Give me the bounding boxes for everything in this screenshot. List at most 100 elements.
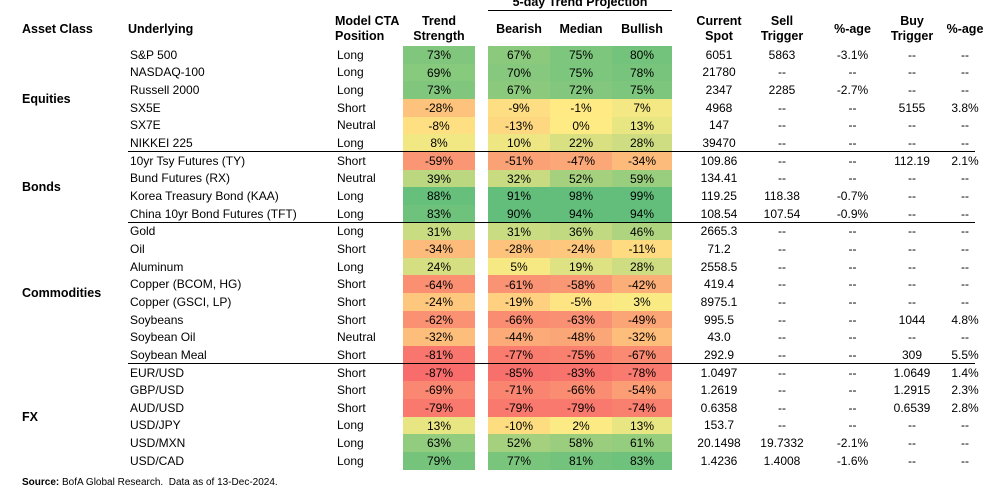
heat-cell: -28% xyxy=(488,240,550,259)
value-cell: -- xyxy=(778,65,786,80)
heat-cell: -87% xyxy=(403,363,475,382)
heat-cell: -34% xyxy=(612,151,672,171)
heat-cell: -77% xyxy=(488,346,550,365)
column-header: %-age xyxy=(946,21,984,36)
heat-cell: -54% xyxy=(612,381,672,400)
heat-cell: 90% xyxy=(488,204,550,223)
heat-cell: -48% xyxy=(550,328,612,347)
source-label: Source: xyxy=(22,476,60,488)
value-cell: -- xyxy=(778,400,786,415)
value-cell: -- xyxy=(961,277,969,292)
heat-cell: -9% xyxy=(488,98,550,118)
heat-cell: 98% xyxy=(550,187,612,206)
value-cell: -- xyxy=(961,294,969,309)
value-cell: -- xyxy=(848,171,857,186)
value-cell: -- xyxy=(848,383,857,398)
value-cell: 107.54 xyxy=(763,206,801,221)
value-cell: -- xyxy=(961,453,969,468)
heat-cell: -24% xyxy=(403,293,475,312)
heat-cell: 67% xyxy=(488,81,550,100)
position: Long xyxy=(337,136,364,151)
heat-cell: -19% xyxy=(488,293,550,312)
value-cell: -- xyxy=(908,136,916,151)
value-cell: 4968 xyxy=(705,100,733,115)
column-header: Current Spot xyxy=(696,14,742,43)
asset-class: FX xyxy=(22,409,38,424)
underlying: USD/JPY xyxy=(130,418,181,433)
heat-cell: -61% xyxy=(488,275,550,294)
heat-cell: -62% xyxy=(403,310,475,329)
value-cell: 108.54 xyxy=(700,206,738,221)
heat-cell: -51% xyxy=(488,151,550,171)
column-header: Bearish xyxy=(496,21,542,36)
value-cell: 2.3% xyxy=(951,383,979,398)
heat-cell: 28% xyxy=(612,134,672,153)
underlying: China 10yr Bond Futures (TFT) xyxy=(130,206,297,221)
heat-cell: 24% xyxy=(403,257,475,276)
underlying: S&P 500 xyxy=(130,47,178,62)
value-cell: -0.7% xyxy=(836,189,869,203)
heat-cell: -49% xyxy=(612,310,672,329)
heat-cell: 46% xyxy=(612,222,672,241)
value-cell: 4.8% xyxy=(951,312,979,327)
position: Long xyxy=(337,453,364,468)
value-cell: -- xyxy=(961,47,969,62)
value-cell: -- xyxy=(848,224,857,239)
position: Long xyxy=(337,83,364,98)
heat-cell: -78% xyxy=(612,363,672,382)
value-cell: -- xyxy=(848,153,857,168)
underlying: SX5E xyxy=(130,100,161,115)
value-cell: -- xyxy=(908,418,916,433)
value-cell: 1.4008 xyxy=(763,453,801,468)
value-cell: -- xyxy=(778,153,786,168)
value-cell: 1.2619 xyxy=(700,383,738,398)
heat-cell: -1% xyxy=(550,98,612,118)
value-cell: 1.4% xyxy=(951,365,979,380)
position: Long xyxy=(337,47,364,62)
position: Short xyxy=(337,277,366,292)
value-cell: -- xyxy=(848,259,857,274)
value-cell: -- xyxy=(961,65,969,80)
value-cell: -- xyxy=(908,83,916,98)
value-cell: -- xyxy=(848,136,857,151)
source: Source: BofA Global Research. Data as of… xyxy=(22,475,278,489)
value-cell: -1.6% xyxy=(836,453,869,468)
heat-cell: -5% xyxy=(550,293,612,312)
value-cell: -- xyxy=(908,65,916,80)
value-cell: -- xyxy=(848,241,857,256)
heat-cell: 78% xyxy=(612,63,672,82)
value-cell: 8975.1 xyxy=(700,294,738,309)
value-cell: 112.19 xyxy=(894,153,930,168)
heat-cell: -32% xyxy=(403,328,475,347)
heat-cell: 8% xyxy=(403,134,475,153)
value-cell: 0.6539 xyxy=(893,400,931,415)
heat-cell: -28% xyxy=(403,98,475,118)
heat-cell: 58% xyxy=(550,434,612,453)
column-header: Buy Trigger xyxy=(890,14,934,43)
heat-cell: 73% xyxy=(403,81,475,100)
value-cell: -- xyxy=(778,330,786,345)
heat-cell: 32% xyxy=(488,169,550,188)
value-cell: 2347 xyxy=(705,83,733,98)
value-cell: -3.1% xyxy=(836,47,869,62)
heat-cell: -79% xyxy=(550,399,612,418)
value-cell: -- xyxy=(961,83,969,98)
value-cell: -- xyxy=(908,224,916,239)
heat-cell: -58% xyxy=(550,275,612,294)
position: Neutral xyxy=(337,171,376,186)
value-cell: -- xyxy=(908,259,916,274)
value-cell: -- xyxy=(961,118,969,133)
heat-cell: 88% xyxy=(403,187,475,206)
position: Short xyxy=(337,100,366,115)
value-cell: -- xyxy=(778,241,786,256)
heat-cell: -79% xyxy=(488,399,550,418)
value-cell: -- xyxy=(961,418,969,433)
value-cell: -- xyxy=(961,241,969,256)
heat-cell: -63% xyxy=(550,310,612,329)
value-cell: 39470 xyxy=(702,136,736,151)
heat-cell: 79% xyxy=(403,451,475,471)
asset-class: Equities xyxy=(22,91,71,106)
heat-cell: -67% xyxy=(612,346,672,365)
heat-cell: 63% xyxy=(403,434,475,453)
underlying: Bund Futures (RX) xyxy=(130,171,231,186)
